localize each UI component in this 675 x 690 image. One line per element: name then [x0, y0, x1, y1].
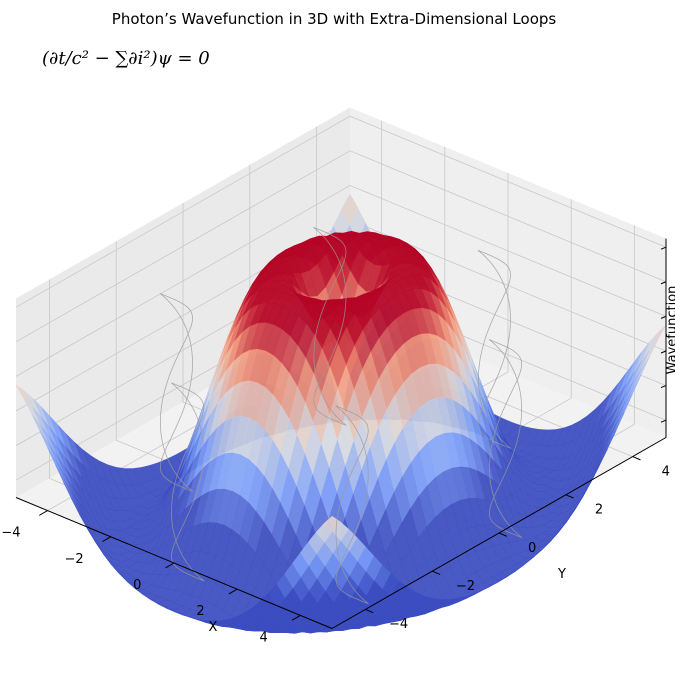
loop-curve — [335, 405, 369, 605]
z-tick — [660, 350, 667, 354]
loop-curve — [488, 339, 523, 538]
x-tick — [165, 562, 175, 569]
y-tick-label: 4 — [662, 464, 670, 479]
x-tick-label: −4 — [1, 526, 20, 541]
x-tick — [228, 588, 238, 595]
loop-curve — [313, 227, 347, 426]
y-axis-label: Y — [557, 567, 566, 582]
x-tick — [39, 510, 48, 516]
loop-curve — [170, 382, 205, 581]
x-tick — [291, 614, 301, 621]
y-tick — [365, 608, 374, 614]
y-tick-label: 0 — [528, 541, 536, 556]
extra-dimensional-loops — [159, 227, 523, 605]
z-axis-label: Wavefunction — [665, 286, 675, 375]
z-tick — [660, 281, 667, 285]
chart-title: Photon’s Wavefunction in 3D with Extra-D… — [112, 10, 557, 28]
y-tick — [632, 456, 641, 461]
x-tick-label: 4 — [260, 630, 268, 645]
y-tick-label: −2 — [456, 579, 475, 594]
z-grid-line — [15, 184, 667, 377]
surface-facet — [323, 515, 341, 532]
y-tick-label: −4 — [389, 617, 408, 632]
y-tick — [498, 532, 508, 537]
loop-curve — [159, 293, 194, 492]
y-tick-label: 2 — [595, 503, 603, 518]
z-grid-line — [15, 150, 667, 343]
x-tick-label: −2 — [65, 552, 84, 567]
x-tick-label: 0 — [133, 578, 141, 593]
z-tick — [660, 246, 667, 250]
z-grid-line — [15, 115, 667, 308]
loop-curve — [477, 250, 512, 449]
y-tick — [565, 494, 574, 499]
z-tick — [660, 419, 667, 423]
x-tick-label: 2 — [196, 604, 204, 619]
x-axis-label: X — [209, 620, 218, 635]
z-tick — [660, 385, 667, 389]
x-tick — [102, 536, 112, 543]
y-tick — [432, 570, 441, 575]
z-tick — [660, 315, 667, 319]
wave-equation-annotation: (∂t/c² − ∑∂i²)ψ = 0 — [42, 48, 210, 69]
wavefunction-surface — [15, 193, 667, 634]
